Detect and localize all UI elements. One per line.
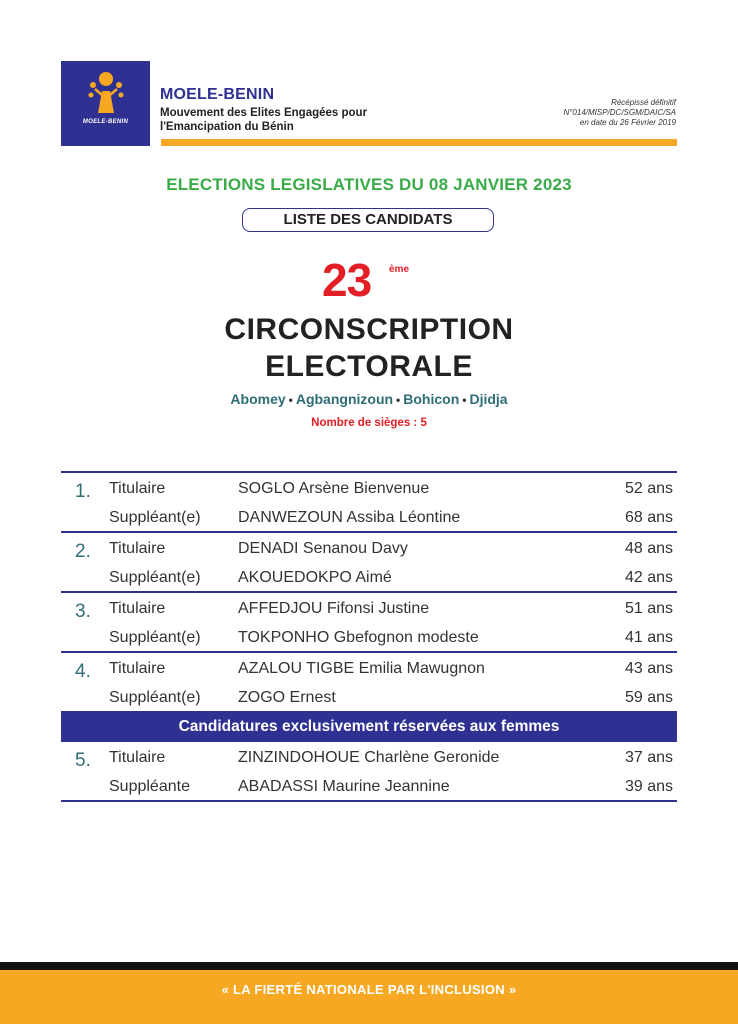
candidate-number: 1. [75,481,91,502]
candidate-name: ABADASSI Maurine Jeannine [238,778,450,795]
commune-name: Bohicon [403,391,460,407]
candidate-group: 4. Titulaire AZALOU TIGBE Emilia Mawugno… [61,651,677,711]
candidates-table: 1. Titulaire SOGLO Arsène Bienvenue 52 a… [61,471,677,802]
role-label: Titulaire [109,749,166,766]
commune-name: Djidja [469,391,508,407]
role-label: Titulaire [109,540,166,557]
titulaire-row: Titulaire SOGLO Arsène Bienvenue 52 ans [61,474,677,503]
suppleant-row: Suppléant(e) ZOGO Ernest 59 ans [61,683,677,712]
role-label: Suppléant(e) [109,569,201,586]
candidate-name: ZINZINDOHOUE Charlène Geronide [238,749,500,766]
org-full-line2: l'Emancipation du Bénin [160,121,294,133]
role-label: Suppléant(e) [109,629,201,646]
communes-list: Abomey • Agbangnizoun • Bohicon • Djidja [0,391,738,407]
titulaire-row: Titulaire AFFEDJOU Fifonsi Justine 51 an… [61,594,677,623]
circonscription-number: 23 [322,254,372,306]
election-title: ELECTIONS LEGISLATIVES DU 08 JANVIER 202… [166,175,572,194]
logo-caption: MOELE-BENIN [82,119,129,125]
circonscription-line2: ELECTORALE [265,350,473,383]
receipt-info: Récépissé définitif N°014/MISP/DC/SGM/DA… [563,98,676,128]
header-rule [161,139,677,146]
separator: • [288,393,293,407]
candidate-name: DANWEZOUN Assiba Léontine [238,509,461,526]
candidate-age: 42 ans [624,569,673,586]
titulaire-row: Titulaire ZINZINDOHOUE Charlène Geronide… [61,743,677,772]
candidate-number: 4. [75,661,91,682]
candidate-age: 59 ans [624,689,673,706]
receipt-line2: N°014/MISP/DC/SGM/DAIC/SA [563,108,676,117]
candidate-name: AZALOU TIGBE Emilia Mawugnon [238,660,485,677]
candidate-age: 41 ans [624,629,673,646]
commune-name: Abomey [230,391,286,407]
candidate-age: 39 ans [624,778,673,795]
seats-count: Nombre de sièges : 5 [311,417,427,429]
candidate-name: AFFEDJOU Fifonsi Justine [238,600,430,617]
candidate-number: 3. [75,601,91,622]
candidate-group: 2. Titulaire DENADI Senanou Davy 48 ans … [61,531,677,591]
candidate-name: AKOUEDOKPO Aimé [238,569,392,586]
candidate-group: 3. Titulaire AFFEDJOU Fifonsi Justine 51… [61,591,677,651]
candidate-age: 51 ans [624,600,673,617]
org-logo: MOELE-BENIN [61,61,150,146]
candidate-group: 1. Titulaire SOGLO Arsène Bienvenue 52 a… [61,471,677,531]
org-full-line1: Mouvement des Elites Engagées pour [160,107,368,119]
footer-band [0,970,738,1024]
role-label: Suppléante [109,778,190,795]
titulaire-row: Titulaire DENADI Senanou Davy 48 ans [61,534,677,563]
footer-divider [0,962,738,970]
role-label: Suppléant(e) [109,509,201,526]
role-label: Suppléant(e) [109,689,201,706]
candidate-number: 5. [75,750,91,771]
list-label: LISTE DES CANDIDATS [242,208,494,232]
candidate-age: 68 ans [624,509,673,526]
candidate-age: 48 ans [624,540,673,557]
logo-figure-icon [88,72,124,113]
footer-slogan: « LA FIERTÉ NATIONALE PAR L'INCLUSION » [221,982,517,997]
candidate-name: SOGLO Arsène Bienvenue [238,480,430,497]
candidate-number: 2. [75,541,91,562]
role-label: Titulaire [109,660,166,677]
candidate-group-women: 5. Titulaire ZINZINDOHOUE Charlène Geron… [61,742,677,802]
role-label: Titulaire [109,600,166,617]
org-full-name: Mouvement des Elites Engagées pour l'Ema… [160,106,420,134]
receipt-line3: en date du 26 Février 2019 [579,118,676,127]
commune-name: Agbangnizoun [295,391,394,407]
women-section-header: Candidatures exclusivement réservées aux… [61,711,677,742]
org-name: MOELE-BENIN [160,86,275,103]
separator: • [462,393,467,407]
candidate-age: 43 ans [624,660,673,677]
titulaire-row: Titulaire AZALOU TIGBE Emilia Mawugnon 4… [61,654,677,683]
suppleant-row: Suppléant(e) AKOUEDOKPO Aimé 42 ans [61,563,677,592]
candidate-name: DENADI Senanou Davy [238,540,408,557]
circonscription-line1: CIRCONSCRIPTION [224,313,514,346]
suppleant-row: Suppléant(e) TOKPONHO Gbefognon modeste … [61,623,677,652]
candidate-name: TOKPONHO Gbefognon modeste [238,629,479,646]
separator: • [396,393,401,407]
candidate-age: 37 ans [624,749,673,766]
suppleant-row: Suppléante ABADASSI Maurine Jeannine 39 … [61,772,677,801]
role-label: Titulaire [109,480,166,497]
circonscription-suffix: ème [389,264,410,275]
suppleant-row: Suppléant(e) DANWEZOUN Assiba Léontine 6… [61,503,677,532]
candidate-name: ZOGO Ernest [238,689,336,706]
receipt-line1: Récépissé définitif [611,98,676,107]
candidate-age: 52 ans [624,480,673,497]
